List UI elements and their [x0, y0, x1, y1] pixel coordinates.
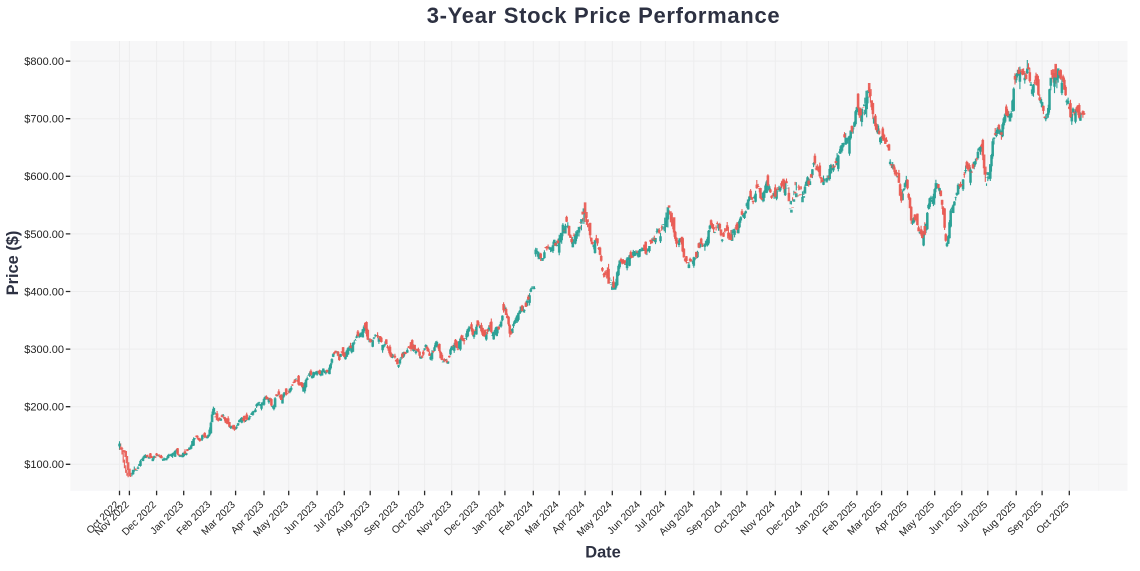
svg-text:3-Year Stock Price Performance: 3-Year Stock Price Performance [427, 3, 781, 28]
svg-text:$800.00: $800.00 [24, 56, 64, 68]
svg-text:$700.00: $700.00 [24, 114, 64, 126]
svg-text:Price ($): Price ($) [4, 231, 22, 296]
svg-text:$500.00: $500.00 [24, 229, 64, 241]
svg-text:$600.00: $600.00 [24, 171, 64, 183]
svg-text:Date: Date [585, 544, 621, 562]
svg-text:$200.00: $200.00 [24, 402, 64, 414]
svg-text:$300.00: $300.00 [24, 344, 64, 356]
svg-text:$100.00: $100.00 [24, 459, 64, 471]
svg-text:$400.00: $400.00 [24, 286, 64, 298]
